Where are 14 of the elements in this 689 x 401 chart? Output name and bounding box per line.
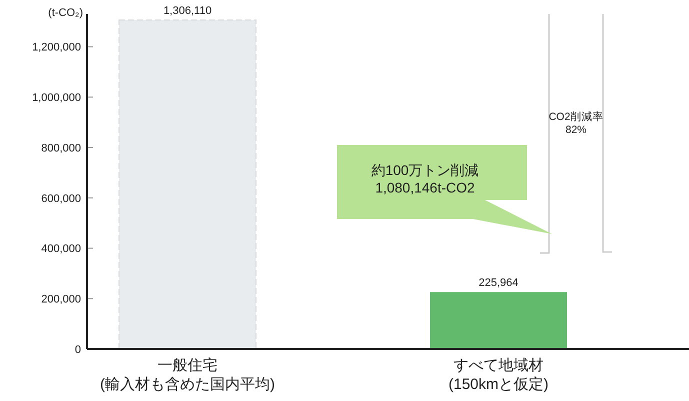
annotation: CO2削減率 82% <box>548 110 604 136</box>
data-label: 225,964 <box>478 277 518 290</box>
data-label: 1,306,110 <box>163 5 212 18</box>
y-tick-label: 200,000 <box>41 294 81 306</box>
y-tick-label: 800,000 <box>41 142 81 154</box>
x-tick-label: すべて地域材 (150kmと仮定) <box>448 357 549 393</box>
y-axis-title: (t-CO₂) <box>48 7 83 19</box>
y-tick-label: 1,000,000 <box>32 92 81 104</box>
annotation: 約100万トン削減 1,080,146t-CO2 <box>371 162 479 196</box>
x-tick-label: 一般住宅 (輸入材も含めた国内平均) <box>100 357 275 393</box>
y-tick-label: 400,000 <box>41 243 81 256</box>
y-tick-label: 0 <box>74 344 81 356</box>
y-tick-label: 1,200,000 <box>32 42 81 54</box>
y-tick-label: 600,000 <box>41 192 81 205</box>
